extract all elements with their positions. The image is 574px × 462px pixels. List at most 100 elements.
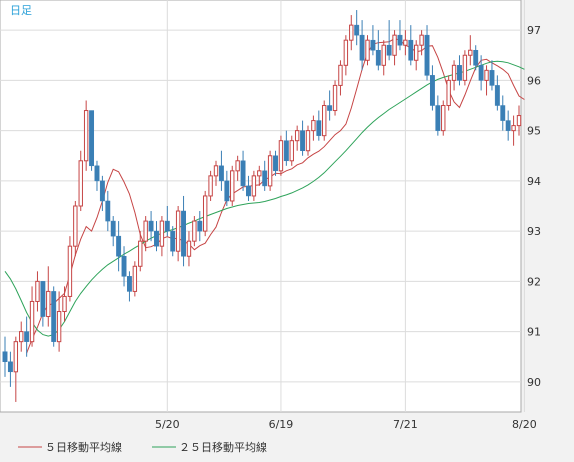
candle xyxy=(441,100,446,136)
candle-body-up xyxy=(138,240,143,267)
candle xyxy=(202,190,208,237)
candle xyxy=(89,110,95,171)
candle xyxy=(40,281,46,327)
candle-body-down xyxy=(386,44,392,56)
candle xyxy=(414,40,419,71)
candle-body-down xyxy=(224,180,230,202)
candle-body-up xyxy=(159,220,165,247)
candle-body-down xyxy=(7,361,13,373)
candle xyxy=(13,336,19,402)
candle xyxy=(392,30,397,66)
y-tick-label: 90 xyxy=(527,376,541,389)
legend: ５日移動平均線 ２５日移動平均線 xyxy=(18,440,267,454)
candle-body-up xyxy=(35,280,40,302)
candle-body-up xyxy=(305,130,311,152)
candle xyxy=(192,216,197,247)
candle xyxy=(473,45,479,71)
candle xyxy=(370,25,376,56)
candle xyxy=(386,20,392,61)
candle xyxy=(359,20,365,71)
candle xyxy=(327,90,333,121)
candle xyxy=(273,150,278,176)
candle xyxy=(343,35,349,76)
candle-body-down xyxy=(327,105,333,111)
candle-body-up xyxy=(338,64,343,86)
candle xyxy=(164,206,170,237)
candle xyxy=(311,115,316,141)
candle-body-up xyxy=(343,39,349,66)
candle-body-up xyxy=(484,69,489,81)
y-tick-label: 92 xyxy=(527,275,541,288)
candle-body-up xyxy=(213,165,219,177)
candle-body-up xyxy=(365,39,370,61)
candle xyxy=(116,221,122,272)
candle xyxy=(143,216,148,252)
candle xyxy=(175,206,181,262)
candle-body-down xyxy=(24,331,30,342)
candle-body-up xyxy=(414,44,419,61)
grid-lines xyxy=(0,0,525,412)
candle xyxy=(186,231,192,267)
candle-body-up xyxy=(73,205,78,247)
candle-body-up xyxy=(230,170,235,202)
candle-body-down xyxy=(408,39,414,61)
candle-body-up xyxy=(516,115,522,127)
candle xyxy=(381,40,386,76)
candle xyxy=(138,231,143,272)
candle-body-up xyxy=(13,341,19,373)
candle-body-up xyxy=(132,265,138,292)
candle-body-up xyxy=(322,105,327,137)
candle-body-down xyxy=(99,180,105,202)
candle-body-up xyxy=(403,39,408,46)
candle xyxy=(35,271,40,312)
candle-body-down xyxy=(2,351,8,363)
candle xyxy=(278,135,284,176)
candle-body-up xyxy=(235,160,240,172)
candle-body-down xyxy=(246,185,251,197)
candle xyxy=(403,30,408,56)
candle xyxy=(224,170,230,206)
candle xyxy=(397,20,403,51)
candle xyxy=(170,226,176,257)
candle-body-up xyxy=(208,175,213,197)
candle xyxy=(365,35,370,66)
candle-body-up xyxy=(311,120,316,132)
candle-body-up xyxy=(83,110,89,162)
candle xyxy=(262,160,268,191)
candle-body-down xyxy=(457,65,462,81)
period-label: 日足 xyxy=(10,4,32,17)
candle-body-down xyxy=(240,160,246,187)
candle-body-up xyxy=(202,195,208,232)
candle xyxy=(83,100,89,171)
candle xyxy=(251,170,257,201)
candle xyxy=(446,75,451,111)
candle xyxy=(213,160,219,186)
candle xyxy=(132,261,138,297)
candle-body-up xyxy=(381,44,386,66)
ma25-line xyxy=(4,60,525,337)
candle xyxy=(24,316,30,357)
candle xyxy=(338,60,343,96)
candle-body-down xyxy=(170,230,176,252)
candle-body-up xyxy=(462,54,468,81)
candle-body-down xyxy=(273,155,278,172)
candle-body-down xyxy=(429,75,435,106)
y-tick-label: 93 xyxy=(527,225,541,238)
candle xyxy=(159,216,165,257)
y-tick-label: 96 xyxy=(527,74,541,87)
candle xyxy=(154,221,159,252)
x-tick-label: 7/21 xyxy=(393,418,418,431)
candle-body-down xyxy=(89,110,95,167)
candle-body-down xyxy=(262,170,268,187)
candle-body-down xyxy=(154,230,159,247)
candle xyxy=(218,150,224,191)
x-tick-label: 6/19 xyxy=(269,418,294,431)
candle-body-up xyxy=(251,175,257,197)
candle xyxy=(375,30,381,71)
candle xyxy=(511,115,516,146)
candle xyxy=(7,351,13,387)
candle xyxy=(126,271,132,302)
candle-body-up xyxy=(332,84,338,112)
candle-body-down xyxy=(370,39,376,51)
